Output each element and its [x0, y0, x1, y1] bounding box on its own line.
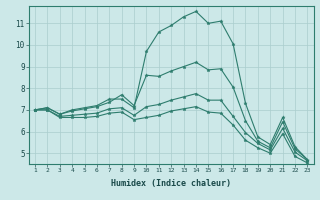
X-axis label: Humidex (Indice chaleur): Humidex (Indice chaleur)	[111, 179, 231, 188]
